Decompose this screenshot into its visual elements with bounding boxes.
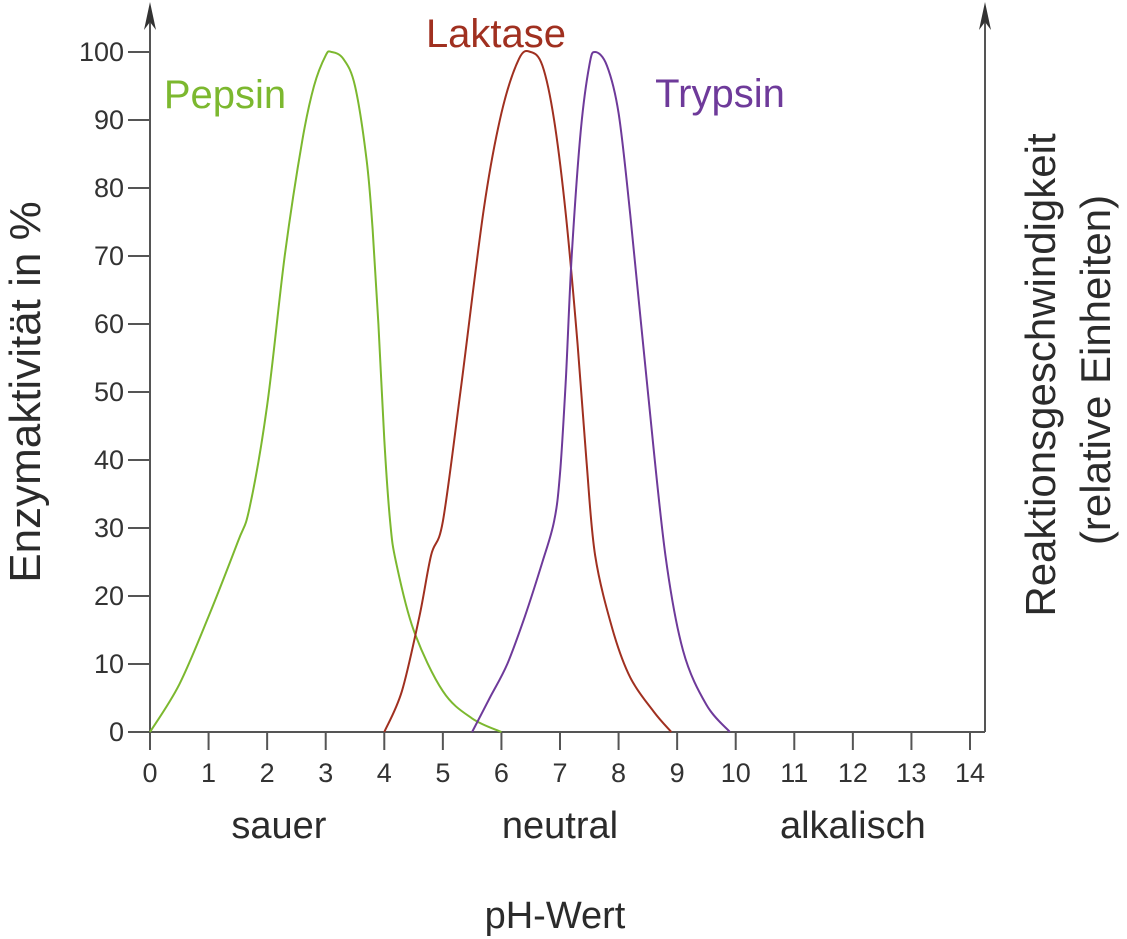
y-tick-label: 20 <box>94 581 124 611</box>
x-tick-label: 5 <box>435 758 450 788</box>
labels: Enzymaktivität in % Reaktionsgeschwindig… <box>1 133 1119 937</box>
y-tick-label: 0 <box>109 717 124 747</box>
y-tick-label: 80 <box>94 173 124 203</box>
series-label-pepsin: Pepsin <box>164 73 286 117</box>
y2-axis-arrow <box>979 2 991 30</box>
x-tick-label: 1 <box>201 758 216 788</box>
x-tick-label: 9 <box>670 758 685 788</box>
series-line-pepsin <box>149 50 502 733</box>
x-tick-label: 3 <box>318 758 333 788</box>
y-tick-label: 50 <box>94 377 124 407</box>
y-tick-label: 70 <box>94 241 124 271</box>
x-tick-label: 10 <box>721 758 751 788</box>
x-tick-label: 12 <box>838 758 868 788</box>
y-tick-label: 40 <box>94 445 124 475</box>
y2-axis-label-line2: (relative Einheiten) <box>1072 195 1119 545</box>
series-label-trypsin: Trypsin <box>655 72 785 116</box>
y-tick-label: 100 <box>79 37 124 67</box>
x-tick-label: 11 <box>780 758 808 788</box>
region-label-neutral: neutral <box>502 805 618 847</box>
x-tick-label: 2 <box>260 758 275 788</box>
x-tick-label: 14 <box>955 758 985 788</box>
y-tick-label: 10 <box>94 649 124 679</box>
x-axis-label: pH-Wert <box>485 895 626 937</box>
y-axis-arrow <box>144 2 156 30</box>
region-label-alkalisch: alkalisch <box>780 805 926 847</box>
x-tick-label: 0 <box>142 758 157 788</box>
x-tick-label: 8 <box>611 758 626 788</box>
x-tick-label: 4 <box>377 758 392 788</box>
region-label-sauer: sauer <box>231 805 326 847</box>
series-line-laktase <box>383 49 673 733</box>
y-tick-label: 60 <box>94 309 124 339</box>
y-axis-label: Enzymaktivität in % <box>1 201 50 582</box>
y-tick-label: 30 <box>94 513 124 543</box>
series-label-laktase: Laktase <box>426 12 566 56</box>
series-line-trypsin <box>471 50 731 733</box>
x-tick-label: 13 <box>896 758 926 788</box>
curves: Pepsin Laktase Trypsin <box>149 12 785 733</box>
y2-axis-label-line1: Reaktionsgeschwindigkeit <box>1017 133 1064 617</box>
y-tick-label: 90 <box>94 105 124 135</box>
x-tick-label: 6 <box>494 758 509 788</box>
x-tick-label: 7 <box>552 758 567 788</box>
